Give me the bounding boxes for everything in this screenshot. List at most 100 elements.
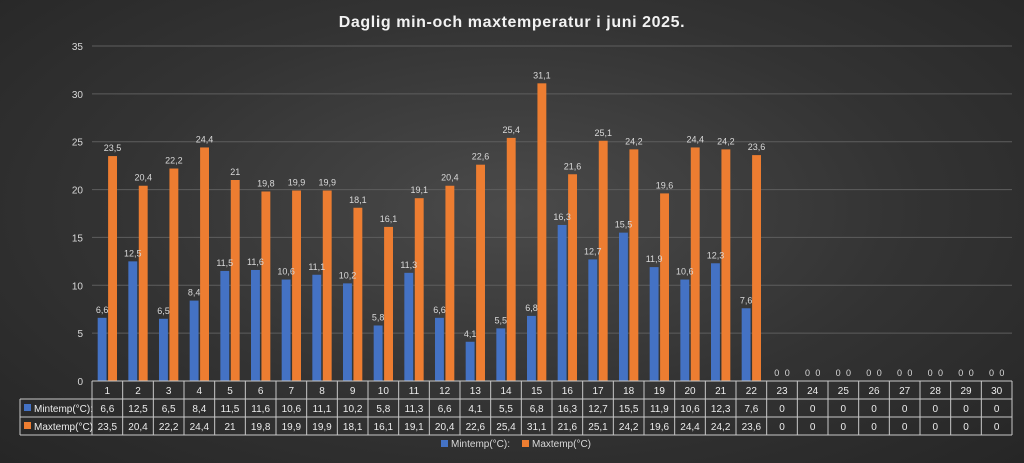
- data-label: 0: [938, 368, 943, 378]
- table-cell: 6,5: [162, 404, 176, 415]
- bars: [97, 83, 761, 381]
- x-tick-label: 22: [746, 386, 758, 397]
- data-label: 19,9: [318, 178, 336, 188]
- data-label: 0: [866, 368, 871, 378]
- data-label: 15,5: [615, 220, 633, 230]
- x-tick-label: 3: [166, 386, 172, 397]
- bar-min: [527, 315, 536, 381]
- table-cell: 0: [994, 422, 1000, 433]
- y-tick-label: 35: [72, 42, 84, 53]
- data-label: 22,6: [472, 152, 490, 162]
- data-label: 6,5: [157, 306, 170, 316]
- table-cell: 19,6: [650, 422, 670, 433]
- table-cell: 0: [902, 422, 908, 433]
- data-label: 25,1: [594, 128, 612, 138]
- table-cell: 0: [810, 404, 816, 415]
- table-cell: 24,4: [190, 422, 210, 433]
- table-cell: 0: [871, 422, 877, 433]
- table-row-header: Maxtemp(°C): [34, 422, 93, 433]
- data-label: 22,2: [165, 156, 183, 166]
- data-label: 0: [877, 368, 882, 378]
- table-cell: 0: [810, 422, 816, 433]
- data-label: 0: [907, 368, 912, 378]
- table-cell: 19,1: [404, 422, 424, 433]
- x-tick-label: 7: [289, 386, 295, 397]
- data-label: 16,1: [380, 214, 398, 224]
- x-tick-label: 19: [654, 386, 666, 397]
- data-label: 24,2: [625, 136, 643, 146]
- table-cell: 21: [224, 422, 236, 433]
- y-tick-label: 5: [77, 329, 83, 340]
- bar-max: [169, 168, 179, 381]
- data-label: 11,6: [247, 257, 264, 267]
- bar-min: [97, 317, 107, 381]
- bar-max: [414, 198, 424, 381]
- bar-min: [649, 267, 659, 381]
- bar-min: [220, 270, 230, 381]
- bar-max: [261, 191, 271, 381]
- data-label: 21: [230, 167, 240, 177]
- table-cell: 0: [779, 404, 785, 415]
- table-cell: 11,3: [405, 404, 424, 415]
- data-label: 0: [958, 368, 963, 378]
- gridlines: [92, 45, 1012, 382]
- data-label: 5,5: [495, 315, 508, 325]
- y-axis: 0 5 10 15 20 25 30 35: [72, 42, 84, 388]
- bar-max: [445, 185, 455, 381]
- table-cell: 16,3: [558, 404, 578, 415]
- bar-max: [292, 190, 301, 381]
- bar-min: [680, 279, 690, 381]
- data-table: 1 2 3 4 5 6 7 8 9 10 11 12 13 14 15 16 17 18 19 20 21 22 23 24 2…: [19, 380, 1013, 436]
- bar-max: [108, 156, 117, 381]
- data-label: 11,9: [646, 254, 663, 264]
- table-cell: 19,9: [282, 422, 302, 433]
- x-tick-label: 24: [807, 386, 819, 397]
- bar-max: [476, 164, 485, 381]
- x-tick-label: 21: [715, 386, 727, 397]
- bar-min: [251, 269, 260, 381]
- bar-min: [373, 325, 383, 381]
- x-tick-label: 30: [991, 386, 1003, 397]
- legend-label: Mintemp(°C):: [451, 439, 510, 450]
- legend-swatch: [522, 440, 529, 447]
- x-tick-label: 27: [899, 386, 911, 397]
- data-label: 6,8: [525, 303, 538, 313]
- data-label: 5,8: [372, 312, 385, 322]
- table-cell: 6,6: [438, 404, 452, 415]
- data-label: 0: [989, 368, 994, 378]
- data-label: 11,3: [400, 260, 417, 270]
- table-cell: 0: [841, 404, 847, 415]
- bar-min: [588, 259, 598, 381]
- table-cell: 12,5: [128, 404, 148, 415]
- bar-min: [465, 341, 475, 381]
- data-label: 0: [846, 368, 851, 378]
- table-cell: 5,8: [376, 404, 390, 415]
- x-tick-label: 23: [776, 386, 788, 397]
- x-tick-label: 17: [592, 386, 604, 397]
- data-label: 0: [897, 368, 902, 378]
- table-cell: 11,9: [650, 404, 669, 415]
- data-label: 19,9: [288, 178, 306, 188]
- bar-min: [404, 272, 414, 381]
- x-tick-label: 11: [409, 386, 420, 397]
- data-label: 0: [805, 368, 810, 378]
- y-tick-label: 25: [72, 138, 84, 149]
- data-label: 7,6: [740, 295, 753, 305]
- legend: Mintemp(°C): Maxtemp(°C): [441, 439, 591, 450]
- x-tick-label: 9: [350, 386, 356, 397]
- bar-min: [711, 263, 720, 381]
- x-tick-label: 1: [105, 386, 111, 397]
- table-cell: 10,6: [282, 404, 302, 415]
- x-tick-label: 10: [378, 386, 390, 397]
- table-cell: 24,2: [619, 422, 639, 433]
- bar-min: [281, 279, 291, 381]
- bar-max: [200, 147, 209, 381]
- table-cell: 0: [933, 404, 939, 415]
- data-label: 23,5: [104, 143, 122, 153]
- data-label: 24,4: [686, 134, 704, 144]
- table-cell: 6,6: [100, 404, 114, 415]
- data-label: 31,1: [533, 70, 551, 80]
- bar-max: [537, 83, 547, 381]
- table-cell: 4,1: [468, 404, 482, 415]
- table-cell: 5,5: [499, 404, 513, 415]
